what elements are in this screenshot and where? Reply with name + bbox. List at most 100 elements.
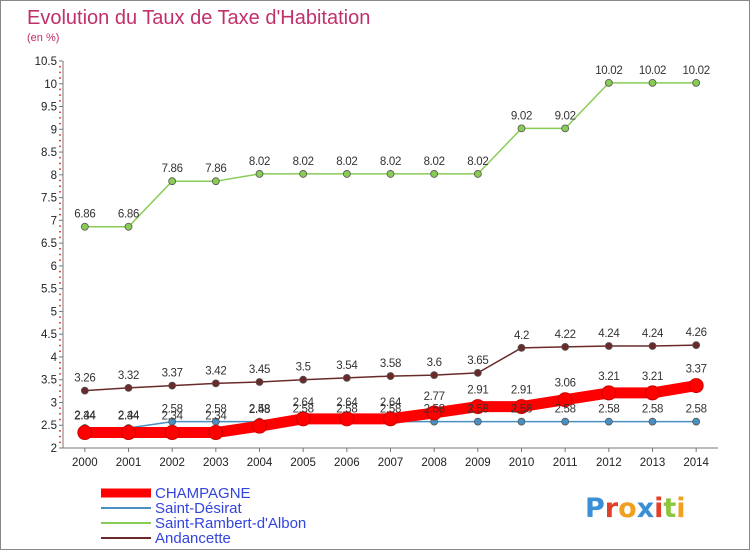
- proxiti-logo: Proxiti: [585, 493, 686, 524]
- series-0-point-7: [383, 411, 398, 427]
- logo-text: Proxiti: [585, 493, 686, 524]
- series-0-label-11: 3.06: [555, 378, 576, 390]
- y-tick-label: 7.5: [41, 193, 57, 205]
- y-minor-tick: [59, 435, 61, 438]
- series-2-point-7: [386, 170, 395, 178]
- logo-letter: i: [654, 493, 663, 524]
- y-minor-tick: [59, 338, 61, 341]
- y-minor-tick: [59, 168, 61, 171]
- series-2-point-13: [648, 78, 657, 87]
- series-1-point-11: [561, 417, 570, 426]
- y-tick-label: 10: [44, 79, 57, 91]
- y-tick-label: 9.5: [41, 102, 57, 114]
- series-3-point-11: [561, 343, 570, 351]
- series-1-label-4: 2.58: [249, 404, 270, 416]
- series-1-label-10: 2.58: [511, 404, 532, 416]
- series-1-label-1: 2.44: [118, 410, 140, 422]
- series-1-label-7: 2.58: [380, 404, 401, 416]
- logo-letter: i: [676, 493, 685, 524]
- series-3-label-4: 3.45: [249, 364, 270, 376]
- legend: CHAMPAGNESaint-DésiratSaint-Rambert-d'Al…: [101, 485, 306, 547]
- series-3-label-2: 3.37: [162, 368, 183, 380]
- y-minor-tick: [59, 367, 61, 370]
- series-2-label-6: 8.02: [336, 156, 357, 168]
- series-2-label-2: 7.86: [162, 163, 183, 175]
- series-0-label-7: 2.64: [380, 397, 402, 409]
- series-0-point-0: [77, 425, 93, 441]
- y-tick-label: 6.5: [41, 238, 57, 250]
- series-3-point-2: [168, 381, 177, 390]
- series-2-point-2: [168, 177, 177, 186]
- series-3-label-3: 3.42: [205, 365, 226, 377]
- x-tick-label: 2005: [290, 457, 316, 469]
- y-minor-tick: [59, 225, 61, 227]
- series-2-point-3: [211, 177, 220, 186]
- series-0-label-6: 2.64: [336, 397, 358, 409]
- series-3-point-13: [648, 342, 657, 350]
- legend-label-1: Saint-Désirat: [155, 500, 243, 517]
- chart-subtitle: (en %): [27, 32, 59, 44]
- series-3-point-10: [517, 343, 526, 352]
- series-2-label-4: 8.02: [249, 156, 270, 168]
- y-minor-tick: [59, 321, 61, 324]
- series-0-point-12: [601, 385, 617, 401]
- y-minor-tick: [59, 88, 61, 91]
- x-tick-label: 2006: [334, 457, 360, 469]
- series-3-point-0: [80, 386, 89, 395]
- y-minor-tick: [59, 361, 61, 364]
- y-minor-tick: [59, 327, 61, 330]
- series-line-2: [84, 82, 697, 228]
- series-2-label-1: 6.86: [118, 209, 139, 221]
- y-minor-tick: [59, 122, 61, 125]
- y-minor-tick: [59, 418, 61, 421]
- y-minor-tick: [59, 247, 61, 250]
- series-3-label-11: 4.22: [555, 329, 576, 341]
- series-2-label-13: 10.02: [639, 65, 666, 77]
- series-2-label-11: 9.02: [555, 110, 576, 122]
- y-minor-tick: [59, 213, 61, 216]
- series-0-point-10: [514, 399, 529, 415]
- series-1-label-6: 2.58: [336, 404, 357, 416]
- series-1-label-2: 2.58: [162, 404, 183, 416]
- y-tick-label: 7: [51, 215, 57, 227]
- y-tick-label: 3.5: [41, 375, 57, 387]
- series-0-label-8: 2.77: [424, 391, 445, 403]
- series-3-label-13: 4.24: [642, 328, 664, 340]
- y-minor-tick: [59, 202, 61, 205]
- series-3-label-6: 3.54: [336, 360, 358, 372]
- x-tick-label: 2002: [159, 457, 185, 469]
- series-3-label-9: 3.65: [467, 355, 488, 367]
- y-minor-tick: [59, 65, 61, 68]
- series-3-point-6: [342, 373, 351, 382]
- series-3-label-1: 3.32: [118, 370, 139, 382]
- y-minor-tick: [59, 190, 61, 193]
- y-minor-tick: [59, 156, 61, 159]
- series-3-label-10: 4.2: [514, 330, 529, 342]
- x-tick-label: 2014: [683, 457, 709, 469]
- series-1-label-11: 2.58: [555, 404, 576, 416]
- y-minor-tick: [59, 430, 61, 432]
- series-3-point-14: [692, 341, 701, 350]
- y-minor-tick: [59, 253, 61, 256]
- series-0-point-6: [339, 411, 355, 427]
- series-0-point-14: [688, 378, 704, 394]
- series-3-point-4: [255, 378, 264, 386]
- series-1-label-9: 2.58: [467, 404, 488, 416]
- series-2-point-14: [692, 78, 701, 87]
- y-minor-tick: [59, 407, 61, 410]
- logo-letter: P: [585, 493, 605, 524]
- y-minor-tick: [59, 259, 61, 262]
- x-tick-label: 2004: [247, 457, 273, 469]
- series-3-point-8: [430, 371, 439, 380]
- series-3-point-12: [604, 342, 613, 350]
- y-tick-label: 5.5: [41, 284, 57, 296]
- series-0-point-2: [164, 425, 180, 441]
- y-minor-tick: [59, 412, 61, 415]
- series-2-label-10: 9.02: [511, 110, 532, 122]
- series-2-label-3: 7.86: [205, 163, 226, 175]
- series-1-point-12: [604, 417, 613, 426]
- y-tick-label: 4.5: [41, 329, 57, 341]
- y-minor-tick: [59, 441, 61, 444]
- series-1-point-14: [692, 417, 701, 426]
- y-tick-label: 10.5: [35, 56, 57, 68]
